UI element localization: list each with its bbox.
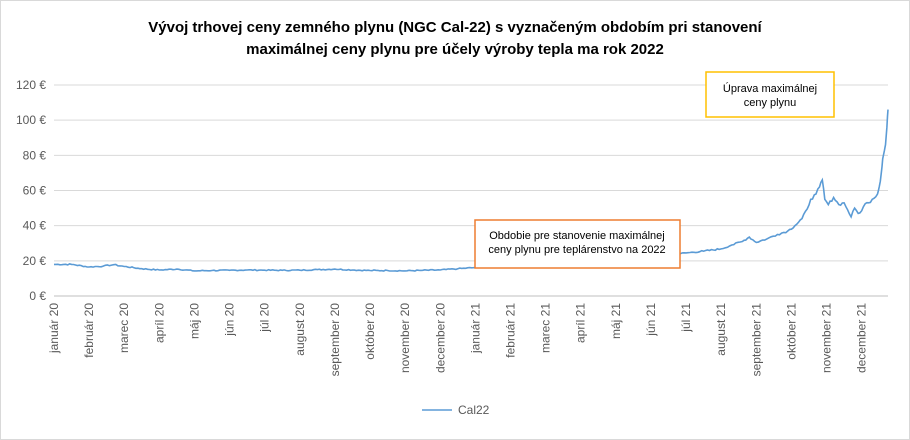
x-tick-label: december 21 (855, 303, 869, 373)
x-tick-label: november 21 (820, 303, 834, 373)
chart-title-line-1: Vývoj trhovej ceny zemného plynu (NGC Ca… (148, 19, 762, 36)
annotation-adjust: Úprava maximálnej ceny plynu (705, 71, 835, 118)
y-tick-label: 20 € (23, 254, 47, 268)
x-tick-label: august 21 (714, 303, 728, 356)
x-tick-label: október 20 (363, 303, 377, 360)
x-tick-label: marec 20 (117, 303, 131, 353)
y-tick-label: 80 € (23, 148, 47, 162)
x-tick-label: október 21 (784, 303, 798, 360)
x-tick-label: apríl 20 (152, 303, 166, 343)
x-axis-ticks: január 20 február 20 marec 20 apríl 20 máj 2… (47, 303, 869, 377)
annotation-period-text-2: ceny plynu pre teplárenstvo na 2022 (488, 244, 665, 256)
x-tick-label: september 21 (749, 303, 763, 377)
x-tick-label: jún 21 (644, 303, 658, 337)
x-tick-label: júl 21 (679, 303, 693, 333)
x-tick-label: január 21 (468, 303, 482, 354)
x-tick-label: júl 20 (258, 303, 272, 333)
y-tick-label: 120 € (16, 78, 46, 92)
x-tick-label: február 20 (82, 303, 96, 358)
chart-title-line-2: maximálnej ceny plynu pre účely výroby t… (246, 41, 664, 58)
annotation-adjust-box (705, 71, 835, 118)
legend-label-cal22: Cal22 (458, 403, 490, 417)
x-tick-label: máj 21 (609, 303, 623, 339)
y-axis-ticks: 0 € 20 € 40 € 60 € 80 € 100 € 120 € (16, 78, 46, 303)
x-tick-label: január 20 (47, 303, 61, 354)
x-tick-label: november 20 (398, 303, 412, 373)
x-tick-label: február 21 (504, 303, 518, 358)
annotation-adjust-text-1: Úprava maximálnej (723, 82, 817, 95)
x-tick-label: máj 20 (187, 303, 201, 339)
x-tick-label: september 20 (328, 303, 342, 377)
x-tick-label: apríl 21 (574, 303, 588, 343)
annotation-period: Obdobie pre stanovenie maximálnej ceny p… (474, 219, 681, 269)
annotation-adjust-text-2: ceny plynu (744, 97, 797, 109)
y-tick-label: 40 € (23, 219, 47, 233)
annotation-period-text-1: Obdobie pre stanovenie maximálnej (489, 230, 665, 242)
y-tick-label: 0 € (29, 289, 46, 303)
x-tick-label: jún 20 (223, 303, 237, 337)
y-tick-label: 60 € (23, 184, 47, 198)
x-tick-label: december 20 (433, 303, 447, 373)
annotation-period-box (474, 219, 681, 269)
x-tick-label: marec 21 (539, 303, 553, 353)
legend: Cal22 (422, 403, 490, 417)
y-tick-label: 100 € (16, 113, 46, 127)
x-tick-label: august 20 (293, 303, 307, 356)
